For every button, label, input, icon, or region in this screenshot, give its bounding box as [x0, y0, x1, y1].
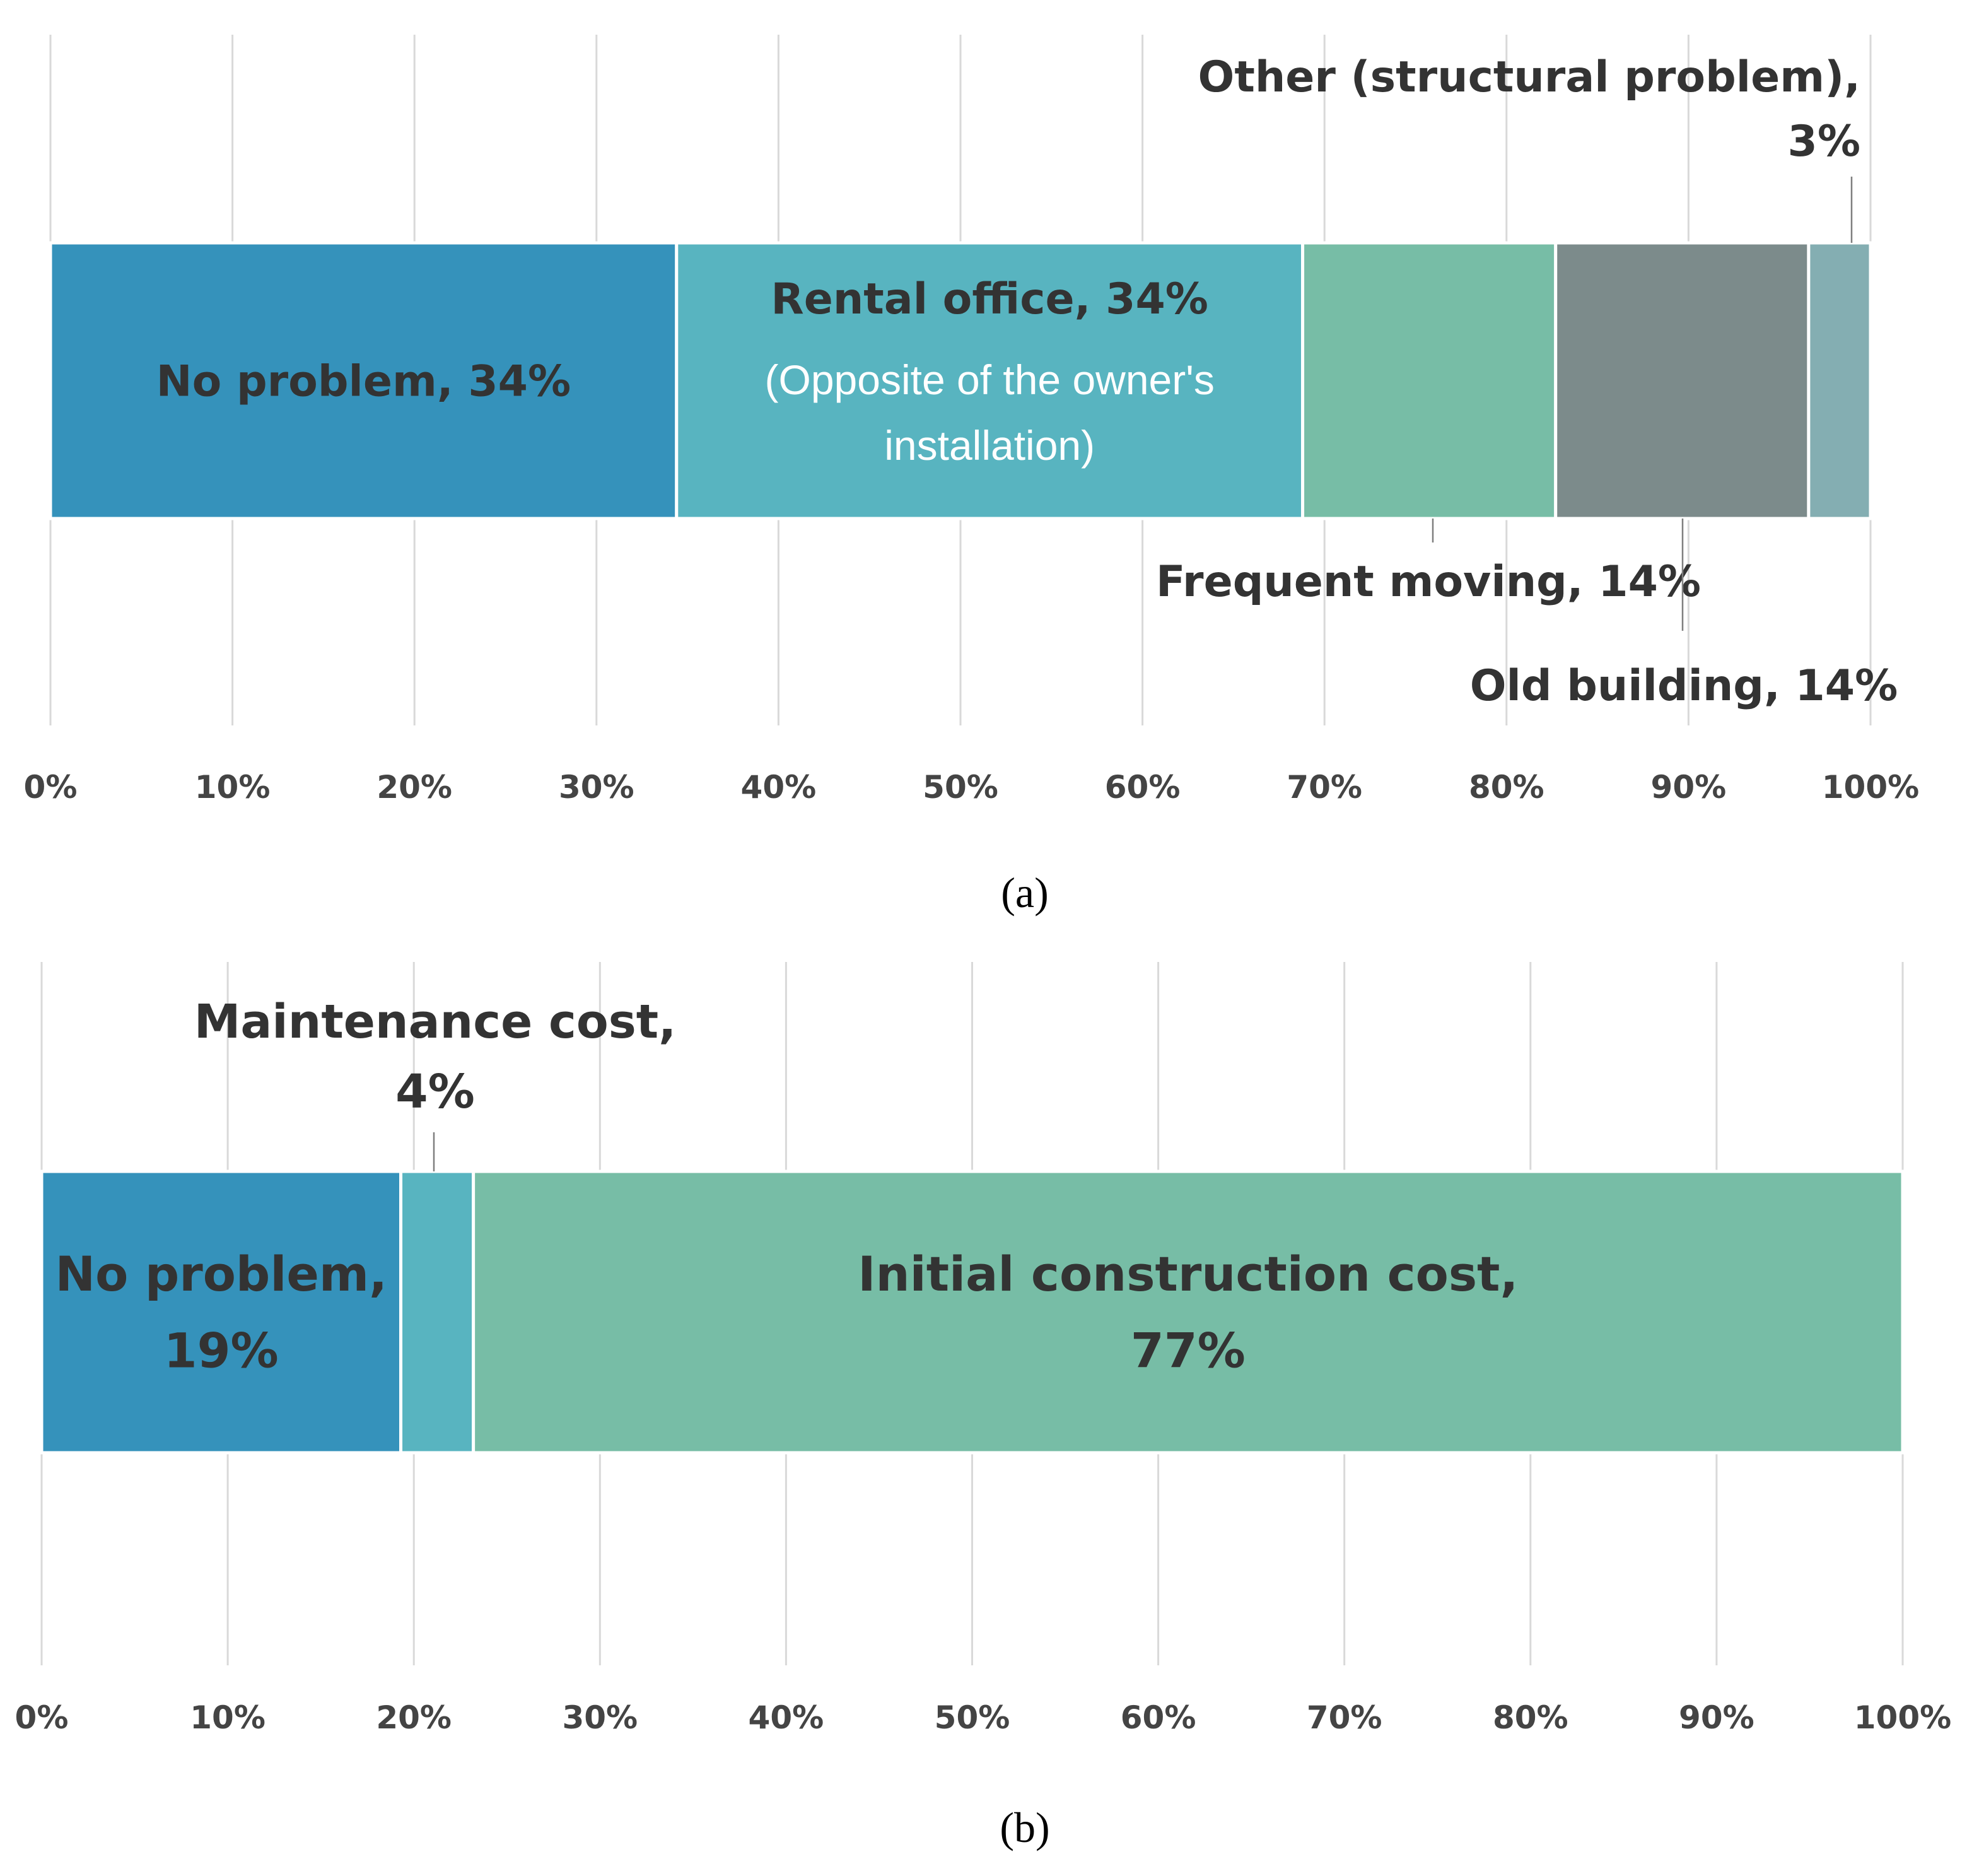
segment-sublabel: installation): [884, 422, 1095, 469]
x-tick-label: 20%: [376, 769, 452, 806]
x-tick-label: 100%: [1854, 1699, 1951, 1736]
x-tick-label: 10%: [190, 1699, 266, 1736]
segment-label: No problem,: [55, 1246, 387, 1302]
callout-label: 4%: [395, 1065, 475, 1119]
x-tick-label: 30%: [559, 769, 634, 806]
x-tick-label: 60%: [1105, 769, 1181, 806]
x-tick-label: 30%: [562, 1699, 638, 1736]
panel-label: (a): [1001, 869, 1048, 917]
segment-label: Initial construction cost,: [858, 1246, 1518, 1302]
bar-segment: [675, 241, 1305, 520]
callout-label: Frequent moving, 14%: [1156, 557, 1701, 607]
callout-label: Maintenance cost,: [194, 995, 677, 1049]
panel-label: (b): [1000, 1803, 1049, 1851]
callout-label: Other (structural problem),: [1198, 52, 1860, 102]
x-tick-label: 60%: [1121, 1699, 1196, 1736]
x-tick-label: 70%: [1307, 1699, 1382, 1736]
x-tick-label: 10%: [195, 769, 271, 806]
chart-a: 0% 10% 20% 30% 40% 50% 60% 70% 80% 90% 100% No prob…: [24, 35, 1919, 917]
x-tick-label: 70%: [1287, 769, 1362, 806]
segment-label: No problem, 34%: [156, 356, 571, 406]
bar-segment: [40, 1170, 403, 1455]
bar-segment: [49, 241, 679, 520]
callout-label: 3%: [1788, 117, 1860, 167]
segment-label: Rental office, 34%: [771, 274, 1208, 324]
x-tick-label: 40%: [749, 1699, 824, 1736]
segment-sublabel: (Opposite of the owner's: [765, 356, 1215, 403]
bar-segment: [399, 1170, 476, 1455]
bar-segment: [472, 1170, 1905, 1455]
x-tick-label: 80%: [1469, 769, 1544, 806]
x-tick-label: 0%: [15, 1699, 69, 1736]
x-tick-label: 40%: [741, 769, 817, 806]
x-tick-label: 50%: [935, 1699, 1010, 1736]
segment-label: 77%: [1131, 1322, 1246, 1378]
bar-segment: [1807, 241, 1872, 520]
x-tick-label: 100%: [1822, 769, 1919, 806]
segment-label: 19%: [164, 1322, 279, 1378]
x-tick-label: 20%: [376, 1699, 452, 1736]
bar-segment: [1554, 241, 1811, 520]
callout-label: Old building, 14%: [1470, 661, 1898, 711]
chart-b: 0% 10% 20% 30% 40% 50% 60% 70% 80% 90% 100% No prob…: [15, 962, 1951, 1851]
x-tick-label: 0%: [24, 769, 78, 806]
bar-segment: [1301, 241, 1558, 520]
x-tick-label: 90%: [1651, 769, 1727, 806]
x-tick-label: 50%: [923, 769, 998, 806]
x-tick-label: 80%: [1493, 1699, 1568, 1736]
x-tick-label: 90%: [1679, 1699, 1754, 1736]
